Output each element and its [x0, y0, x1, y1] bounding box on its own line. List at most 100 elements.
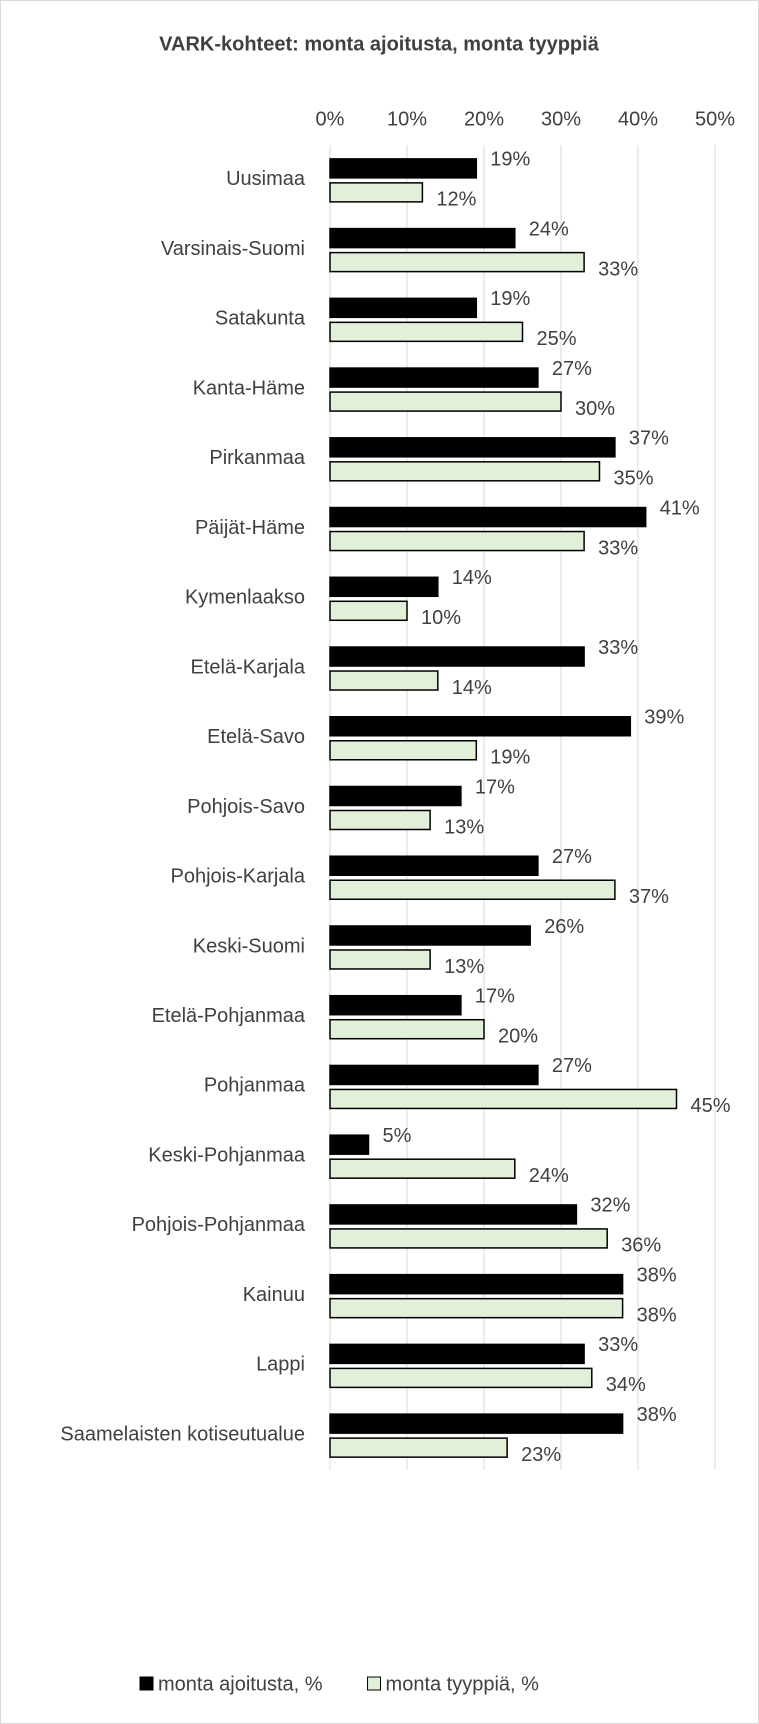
- value-label: 37%: [629, 886, 669, 908]
- bar: [329, 1228, 608, 1249]
- value-label: 19%: [490, 747, 530, 769]
- chart-title: VARK-kohteet: monta ajoitusta, monta tyy…: [159, 33, 600, 55]
- value-label: 17%: [475, 985, 515, 1007]
- bar: [329, 785, 462, 807]
- y-tick-label: Etelä-Savo: [207, 726, 305, 748]
- value-label: 24%: [529, 1165, 569, 1187]
- bar: [329, 227, 516, 249]
- bar: [329, 1158, 516, 1179]
- value-label: 19%: [490, 288, 530, 310]
- value-label: 27%: [552, 358, 592, 380]
- x-tick-label: 30%: [541, 108, 581, 130]
- value-label: 13%: [444, 816, 484, 838]
- bar: [329, 994, 462, 1016]
- y-tick-label: Saamelaisten kotiseutualue: [60, 1423, 305, 1445]
- value-label: 26%: [544, 916, 584, 938]
- y-tick-label: Etelä-Pohjanmaa: [152, 1005, 306, 1027]
- value-label: 32%: [590, 1195, 630, 1217]
- bar: [329, 855, 539, 876]
- y-tick-label: Kymenlaakso: [185, 587, 305, 609]
- value-label: 38%: [637, 1304, 677, 1326]
- bar: [329, 1367, 593, 1389]
- value-label: 27%: [552, 1055, 592, 1077]
- bar: [329, 461, 601, 482]
- bar: [329, 158, 478, 179]
- value-label: 5%: [383, 1125, 412, 1147]
- legend-label: monta tyyppiä, %: [386, 1673, 540, 1695]
- value-label: 13%: [444, 956, 484, 978]
- y-tick-label: Satakunta: [215, 308, 306, 330]
- bar: [329, 670, 439, 691]
- bar: [329, 576, 439, 598]
- bar: [329, 1273, 624, 1295]
- value-label: 38%: [637, 1264, 677, 1286]
- y-tick-label: Päijät-Häme: [195, 517, 305, 539]
- bar: [329, 530, 585, 552]
- y-tick-label: Keski-Pohjanmaa: [148, 1144, 306, 1166]
- bar: [329, 321, 524, 343]
- y-tick-label: Varsinais-Suomi: [161, 238, 305, 260]
- bar: [329, 1018, 485, 1040]
- bar: [329, 251, 585, 273]
- y-tick-label: Pirkanmaa: [209, 447, 305, 469]
- bar: [329, 1437, 508, 1458]
- bar: [329, 1297, 624, 1319]
- value-label: 33%: [598, 537, 638, 559]
- y-tick-label: Lappi: [256, 1354, 305, 1376]
- bar: [329, 1343, 585, 1365]
- bar: [329, 437, 616, 458]
- value-label: 19%: [490, 149, 530, 171]
- legend-swatch: [139, 1676, 154, 1691]
- bar: [329, 1134, 370, 1155]
- value-label: 23%: [521, 1444, 561, 1466]
- bar: [329, 1064, 539, 1086]
- value-label: 39%: [644, 707, 684, 729]
- bar: [329, 391, 562, 412]
- y-tick-label: Pohjois-Savo: [187, 796, 305, 818]
- bar: [329, 925, 531, 946]
- y-tick-label: Kainuu: [243, 1284, 305, 1306]
- value-label: 37%: [629, 428, 669, 450]
- value-label: 17%: [475, 776, 515, 798]
- bar: [329, 716, 632, 737]
- bar: [329, 600, 408, 622]
- bar: [329, 879, 616, 900]
- bar: [329, 297, 478, 319]
- value-label: 14%: [452, 567, 492, 589]
- y-tick-label: Keski-Suomi: [193, 935, 305, 957]
- y-tick-label: Uusimaa: [226, 168, 306, 190]
- value-label: 12%: [436, 189, 476, 211]
- bar: [329, 949, 431, 970]
- y-tick-label: Pohjois-Karjala: [170, 866, 305, 888]
- x-tick-label: 20%: [464, 108, 504, 130]
- value-label: 33%: [598, 637, 638, 659]
- value-label: 33%: [598, 258, 638, 280]
- value-label: 41%: [660, 497, 700, 519]
- x-tick-label: 40%: [618, 108, 658, 130]
- value-label: 33%: [598, 1334, 638, 1356]
- value-label: 14%: [452, 677, 492, 699]
- bar: [329, 809, 431, 831]
- y-tick-label: Etelä-Karjala: [190, 656, 305, 678]
- value-label: 20%: [498, 1025, 538, 1047]
- y-tick-label: Pohjanmaa: [204, 1075, 306, 1097]
- x-tick-label: 50%: [695, 108, 735, 130]
- bar: [329, 506, 647, 528]
- bar: [329, 1204, 578, 1225]
- bar: [329, 646, 585, 667]
- value-label: 38%: [637, 1404, 677, 1426]
- y-tick-label: Pohjois-Pohjanmaa: [132, 1214, 306, 1236]
- bar: [329, 1088, 678, 1110]
- x-tick-label: 0%: [316, 108, 345, 130]
- bar: [329, 367, 539, 388]
- value-label: 45%: [691, 1095, 731, 1117]
- legend-label: monta ajoitusta, %: [158, 1673, 323, 1695]
- x-tick-label: 10%: [387, 108, 427, 130]
- legend-swatch: [367, 1676, 382, 1691]
- value-label: 34%: [606, 1374, 646, 1396]
- bar: [329, 182, 424, 203]
- bar: [329, 1413, 624, 1434]
- y-tick-label: Kanta-Häme: [193, 377, 305, 399]
- value-label: 24%: [529, 218, 569, 240]
